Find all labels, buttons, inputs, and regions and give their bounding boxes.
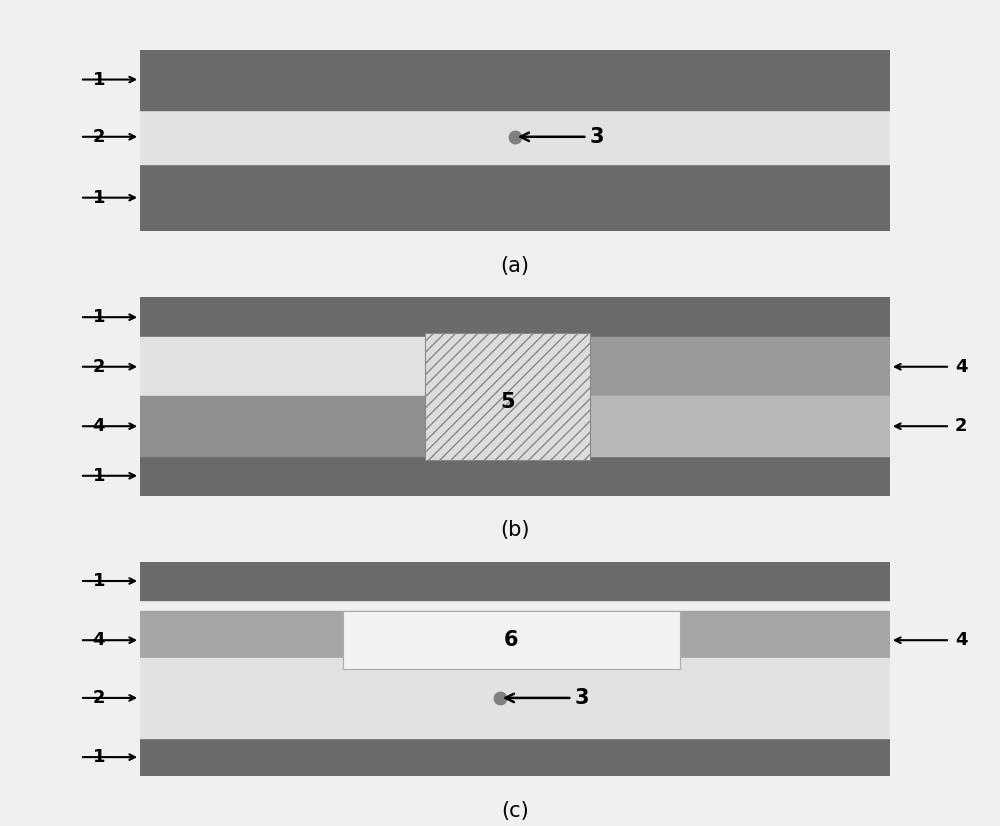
Text: 3: 3 <box>506 688 590 708</box>
Text: 4: 4 <box>955 358 968 376</box>
Text: 2: 2 <box>93 689 105 707</box>
Text: 3: 3 <box>521 126 604 147</box>
Text: 4: 4 <box>955 631 968 649</box>
Text: 1: 1 <box>93 308 105 326</box>
Text: 1: 1 <box>93 70 105 88</box>
Bar <box>140 164 890 231</box>
Bar <box>140 658 890 738</box>
Text: 6: 6 <box>504 630 518 650</box>
Text: 1: 1 <box>93 188 105 206</box>
Text: 2: 2 <box>93 128 105 145</box>
Text: 4: 4 <box>93 417 105 435</box>
Text: 1: 1 <box>93 572 105 590</box>
Bar <box>140 110 890 164</box>
Bar <box>342 611 680 669</box>
Text: 5: 5 <box>500 392 515 412</box>
Bar <box>140 396 425 456</box>
Text: 4: 4 <box>93 631 105 649</box>
Text: 2: 2 <box>93 358 105 376</box>
Text: 2: 2 <box>955 417 968 435</box>
Bar <box>140 50 890 110</box>
Bar <box>140 611 890 669</box>
Text: (b): (b) <box>500 520 530 540</box>
Bar <box>590 396 890 456</box>
Bar <box>140 337 425 396</box>
Bar <box>590 337 890 396</box>
Bar <box>425 333 590 460</box>
Text: (a): (a) <box>501 256 530 276</box>
Text: 1: 1 <box>93 748 105 766</box>
Text: (c): (c) <box>501 801 529 821</box>
Bar <box>140 562 890 601</box>
Bar <box>140 738 890 776</box>
Text: 1: 1 <box>93 467 105 485</box>
Bar <box>140 456 890 496</box>
Bar <box>140 297 890 337</box>
